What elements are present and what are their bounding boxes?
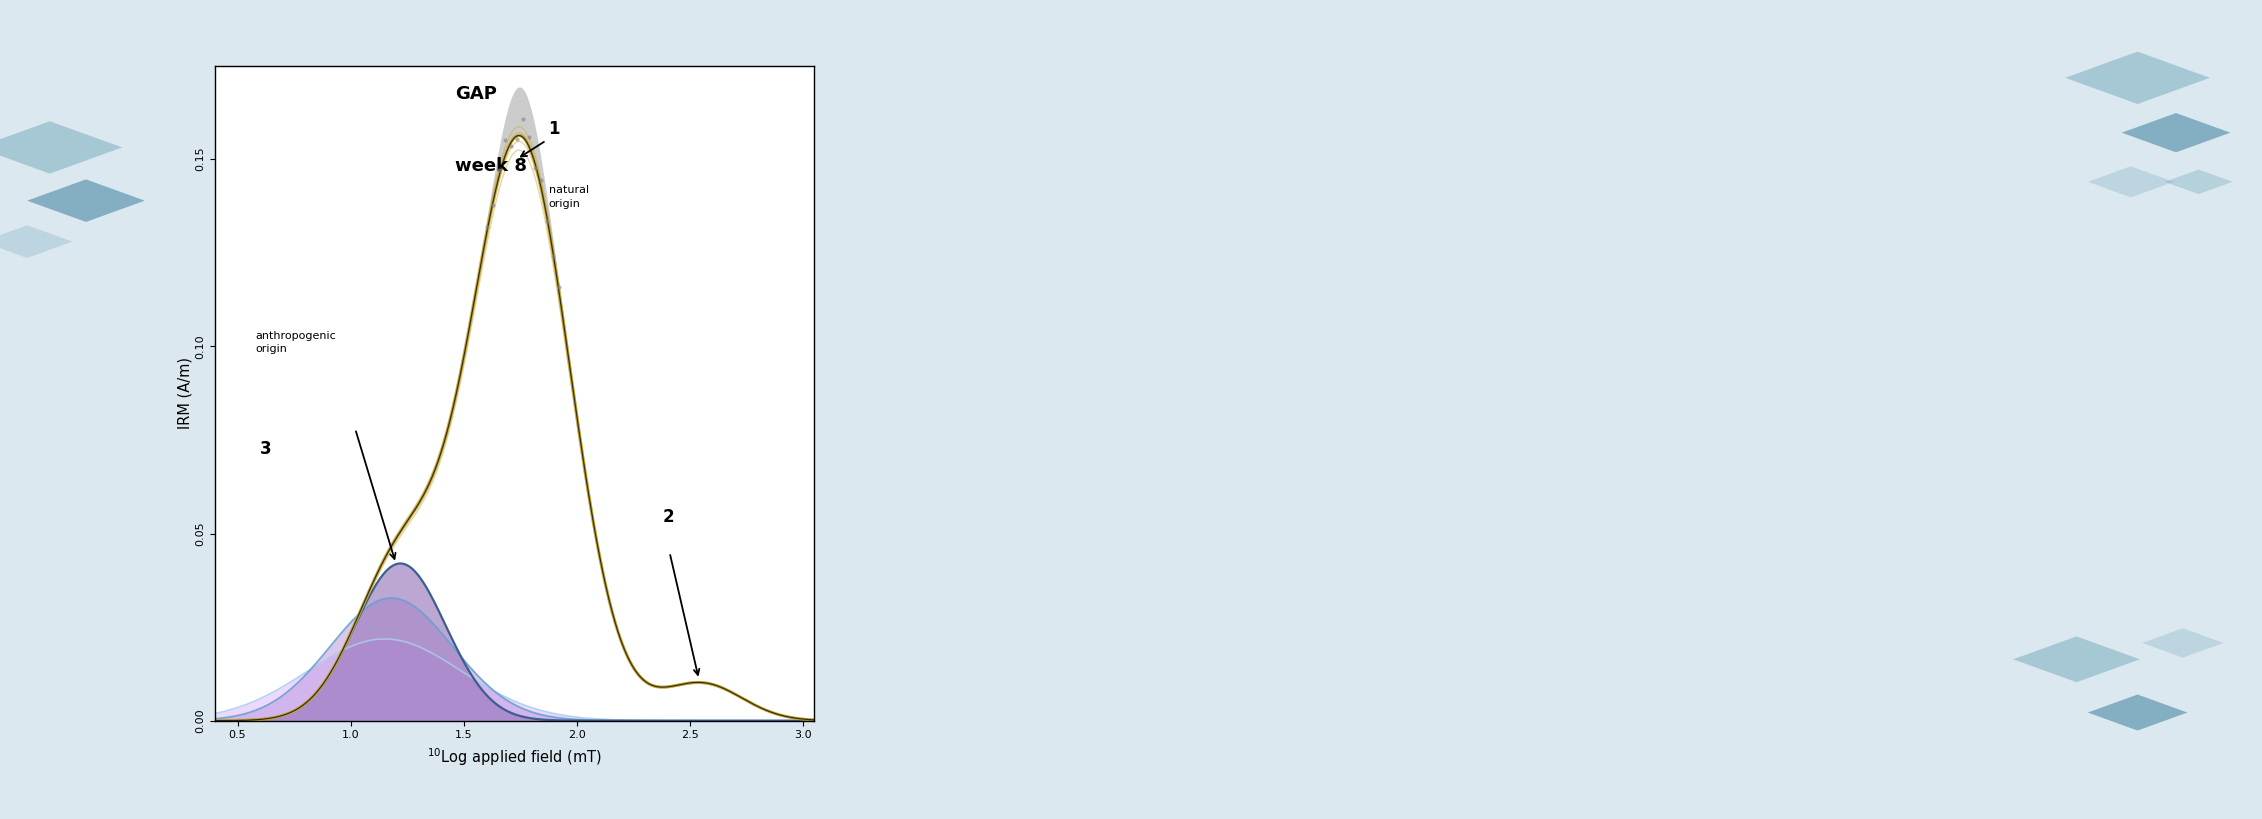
Text: 2: 2 (663, 508, 674, 526)
Point (486, 133, 523, 147)
Text: GAP: GAP (455, 85, 498, 103)
Point (541, 280, 577, 293)
X-axis label: $^{10}$Log applied field (mT): $^{10}$Log applied field (mT) (428, 746, 602, 767)
Text: 3: 3 (260, 440, 271, 458)
Text: 1: 1 (547, 120, 561, 138)
Text: natural
origin: natural origin (547, 185, 588, 209)
Point (523, 174, 559, 187)
Y-axis label: IRM (A/m): IRM (A/m) (176, 357, 192, 429)
Text: anthropogenic
origin: anthropogenic origin (256, 331, 337, 354)
Point (480, 164, 516, 177)
Point (475, 198, 511, 211)
Point (534, 250, 570, 263)
Point (493, 139, 529, 152)
Point (498, 132, 534, 145)
Point (511, 131, 547, 144)
Text: week 8: week 8 (455, 157, 527, 175)
Point (468, 221, 504, 234)
Point (516, 161, 552, 174)
Point (504, 113, 541, 126)
Point (529, 215, 566, 228)
